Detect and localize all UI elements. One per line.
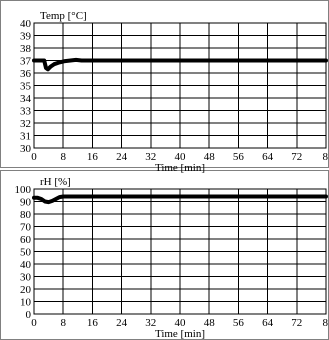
x-tick-label: 8 <box>323 151 329 163</box>
y-tick-label: 90 <box>20 197 32 209</box>
x-axis-title: Time [min] <box>155 162 205 174</box>
y-tick-label: 30 <box>20 143 32 155</box>
series-line <box>32 57 328 72</box>
y-tick-label: 35 <box>20 81 32 93</box>
x-tick-label: 48 <box>204 151 216 163</box>
x-tick-label: 64 <box>262 317 274 329</box>
y-axis-title: rH [%] <box>40 176 71 188</box>
x-tick-label: 24 <box>116 151 128 163</box>
y-tick-label: 33 <box>20 106 32 118</box>
y-tick-label: 32 <box>20 118 31 130</box>
y-tick-label: 50 <box>20 247 32 259</box>
y-tick-label: 0 <box>26 309 32 321</box>
y-tick-label: 10 <box>20 297 32 309</box>
x-tick-label: 64 <box>262 151 274 163</box>
y-tick-label: 31 <box>20 131 31 143</box>
x-tick-label: 56 <box>233 151 245 163</box>
x-tick-label: 24 <box>116 317 128 329</box>
y-tick-label: 40 <box>20 259 32 271</box>
x-tick-label: 72 <box>291 151 302 163</box>
y-tick-label: 70 <box>20 222 32 234</box>
x-axis-title: Time [min] <box>155 328 205 340</box>
x-tick-label: 0 <box>31 151 37 163</box>
y-tick-label: 80 <box>20 209 32 221</box>
panel-frame-1 <box>0 0 329 168</box>
y-tick-label: 36 <box>20 68 32 80</box>
y-tick-label: 37 <box>20 56 32 68</box>
x-tick-label: 16 <box>87 151 99 163</box>
x-tick-label: 72 <box>291 317 302 329</box>
x-tick-label: 32 <box>145 151 156 163</box>
y-axis-title: Temp [°C] <box>40 10 87 22</box>
plot-area <box>33 22 327 149</box>
x-tick-label: 16 <box>87 317 99 329</box>
x-tick-label: 40 <box>175 317 187 329</box>
x-tick-label: 8 <box>60 151 66 163</box>
y-tick-label: 39 <box>20 31 32 43</box>
y-tick-label: 34 <box>20 93 32 105</box>
y-tick-label: 20 <box>20 284 32 296</box>
y-tick-label: 100 <box>15 184 32 196</box>
x-tick-label: 32 <box>145 317 156 329</box>
y-tick-label: 40 <box>20 18 32 30</box>
x-tick-label: 56 <box>233 317 245 329</box>
y-tick-label: 30 <box>20 272 32 284</box>
x-tick-label: 40 <box>175 151 187 163</box>
plot-area <box>33 188 327 315</box>
x-tick-label: 48 <box>204 317 216 329</box>
y-tick-label: 60 <box>20 234 32 246</box>
x-tick-label: 0 <box>31 317 37 329</box>
x-tick-label: 8 <box>323 317 329 329</box>
series-line <box>32 194 328 205</box>
y-tick-label: 38 <box>20 43 32 55</box>
x-tick-label: 8 <box>60 317 66 329</box>
